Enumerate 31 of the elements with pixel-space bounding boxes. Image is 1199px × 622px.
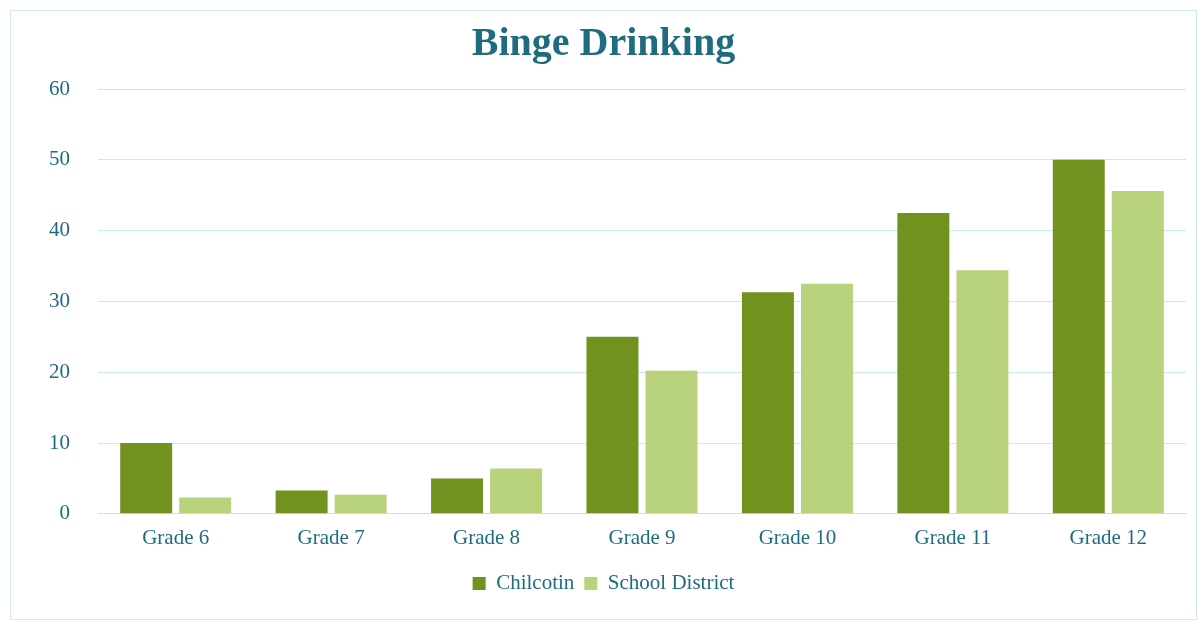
bar bbox=[490, 468, 543, 514]
bar bbox=[645, 370, 698, 514]
y-tick-label: 0 bbox=[59, 500, 70, 525]
y-tick-label: 60 bbox=[49, 75, 70, 100]
x-tick-label: Grade 9 bbox=[608, 524, 676, 549]
x-tick-label: Grade 7 bbox=[297, 524, 365, 549]
x-tick-label: Grade 12 bbox=[1069, 524, 1148, 549]
x-tick-label: Grade 8 bbox=[453, 524, 521, 549]
chart-title: Binge Drinking bbox=[471, 19, 736, 65]
legend-label: Chilcotin bbox=[496, 570, 575, 595]
y-tick-label: 40 bbox=[49, 217, 70, 242]
bar bbox=[586, 336, 639, 514]
legend-label: School District bbox=[607, 570, 735, 595]
bar bbox=[1111, 190, 1164, 514]
bar bbox=[275, 490, 328, 514]
bar bbox=[179, 497, 232, 514]
y-tick-label: 50 bbox=[49, 146, 70, 171]
bar bbox=[1052, 159, 1105, 514]
bar bbox=[431, 478, 484, 514]
y-tick-label: 20 bbox=[49, 358, 70, 383]
y-tick-label: 10 bbox=[49, 429, 70, 454]
bar bbox=[956, 270, 1009, 514]
x-tick-label: Grade 10 bbox=[758, 524, 837, 549]
x-tick-label: Grade 11 bbox=[914, 524, 992, 549]
bar bbox=[897, 212, 950, 514]
bar bbox=[334, 494, 387, 514]
x-tick-label: Grade 6 bbox=[142, 524, 210, 549]
bar bbox=[741, 292, 794, 514]
bar bbox=[800, 283, 853, 514]
y-tick-label: 30 bbox=[49, 287, 70, 312]
bar bbox=[120, 443, 173, 514]
